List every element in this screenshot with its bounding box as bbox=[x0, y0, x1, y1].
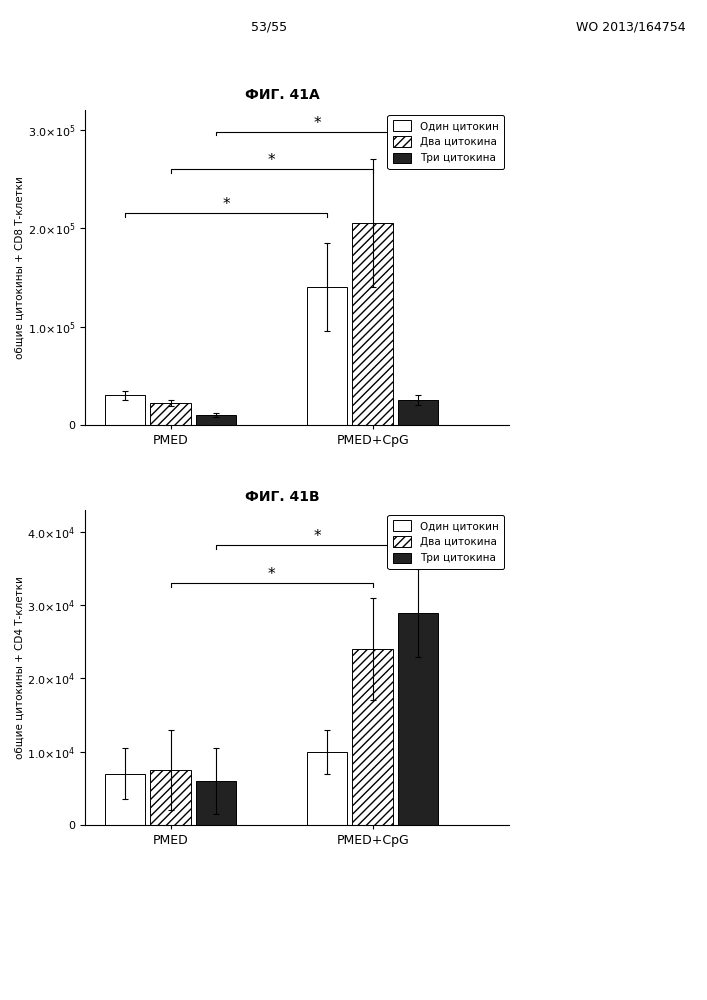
Text: *: * bbox=[223, 197, 230, 212]
Bar bbox=[196, 781, 236, 825]
Bar bbox=[105, 395, 146, 425]
Text: ФИГ. 41А: ФИГ. 41А bbox=[245, 88, 320, 102]
Text: WO 2013/164754: WO 2013/164754 bbox=[576, 20, 686, 33]
Bar bbox=[196, 415, 236, 425]
Text: *: * bbox=[313, 529, 321, 544]
Bar bbox=[105, 774, 146, 825]
Legend: Один цитокин, Два цитокина, Три цитокина: Один цитокин, Два цитокина, Три цитокина bbox=[387, 115, 504, 169]
Legend: Один цитокин, Два цитокина, Три цитокина: Один цитокин, Два цитокина, Три цитокина bbox=[387, 515, 504, 569]
Bar bbox=[151, 770, 191, 825]
Text: *: * bbox=[268, 567, 276, 582]
Y-axis label: общие цитокины + CD4 Т-клетки: общие цитокины + CD4 Т-клетки bbox=[15, 576, 25, 759]
Bar bbox=[307, 752, 347, 825]
Bar bbox=[307, 287, 347, 425]
Bar bbox=[151, 403, 191, 425]
Text: 53/55: 53/55 bbox=[250, 20, 287, 33]
Text: *: * bbox=[268, 153, 276, 168]
Y-axis label: общие цитокины + CD8 Т-клетки: общие цитокины + CD8 Т-клетки bbox=[15, 176, 25, 359]
Bar bbox=[353, 223, 393, 425]
Bar bbox=[398, 400, 438, 425]
Text: ФИГ. 41В: ФИГ. 41В bbox=[245, 490, 320, 504]
Text: *: * bbox=[313, 116, 321, 131]
Bar bbox=[353, 649, 393, 825]
Bar bbox=[398, 613, 438, 825]
